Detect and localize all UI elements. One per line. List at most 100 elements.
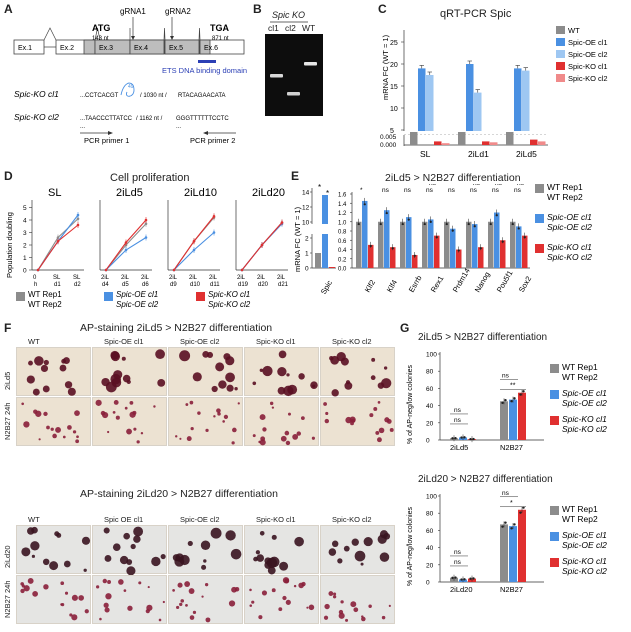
diff-sig-bottom: ns (514, 187, 522, 194)
g-sig: * (510, 500, 513, 507)
diff-sig-top: * (451, 184, 454, 187)
diff-gene-label: Klf4 (385, 278, 399, 294)
ap-photo (320, 575, 395, 624)
ap-colony (264, 561, 272, 569)
ap-colony (113, 370, 123, 380)
ap-colony (83, 568, 87, 572)
prolif-legend-label: Spic-OE cl1 (116, 290, 158, 299)
ap-colony (377, 382, 385, 389)
atg-label: ATG (92, 23, 110, 33)
intron-connector (43, 27, 57, 41)
ap-colony (52, 433, 57, 439)
diff-spic-ytick: 1 (305, 251, 309, 258)
ap-colony (360, 562, 364, 566)
g-bar (500, 524, 508, 582)
ap-column-label: Spic-KO cl1 (256, 337, 296, 346)
qpcr-bar (410, 132, 418, 145)
g-legend-wt (550, 364, 559, 373)
ap-colony (228, 600, 236, 607)
prolif-subtitle: 2iLd5 (116, 187, 143, 199)
diff-bar (400, 221, 406, 268)
g-bar (509, 526, 517, 582)
ap-colony (112, 543, 121, 551)
ap-colony (172, 554, 180, 562)
gel-lane-3: WT (302, 23, 316, 33)
prolif-legend-label: Spic-KO cl1 (208, 290, 250, 299)
ap-colony (103, 527, 110, 534)
g-legend-label: Spic-KO cl1 (562, 414, 607, 424)
diff-sig-top: * (407, 184, 410, 187)
intron-connector (163, 27, 166, 41)
ap-photo (92, 397, 167, 446)
ap-colony (261, 590, 268, 596)
prolif-xtick: d1 (54, 282, 61, 288)
diff-bar (378, 221, 384, 268)
g-ytick: 40 (426, 545, 434, 552)
prolif-subtitle: 2iLd10 (184, 187, 217, 199)
diff-sig-top: ns (429, 184, 437, 187)
grna2-label: gRNA2 (165, 7, 191, 16)
ap-colony (78, 595, 84, 601)
g-legend-label: WT Rep2 (562, 514, 598, 524)
qpcr-bar (442, 143, 450, 145)
diff-bar (362, 200, 368, 268)
g-ytick: 100 (426, 352, 437, 359)
ap-colony (201, 564, 207, 570)
atg-nt: 143 nt (92, 36, 109, 42)
ap-colony (160, 553, 166, 560)
ap-photo (244, 525, 319, 575)
primer2-label: PCR primer 2 (190, 136, 235, 145)
ap-colony (383, 366, 388, 370)
qpcr-ytick: 15 (390, 84, 398, 91)
prolif-subtitle: 2iLd20 (252, 187, 285, 199)
ap-title-2: AP-staining 2iLd20 > N2B27 differentiati… (80, 488, 278, 500)
ap-colony (147, 586, 150, 589)
ets-domain-bar (198, 60, 216, 63)
ko1-right-seq: RTACAGAACATA (178, 93, 226, 99)
prolif-ytick: 0 (23, 268, 27, 275)
diff-legend-wt (535, 184, 544, 193)
diff-bar (494, 212, 500, 268)
ap-colony (32, 590, 38, 597)
ap-colony (126, 566, 136, 575)
diff-ytick: 0.2 (338, 257, 347, 263)
ap-colony (287, 384, 298, 395)
prolif-ylabel: Population doubling (5, 212, 14, 278)
g-legend-wt (550, 506, 559, 515)
ap-colony (23, 421, 30, 428)
ap-colony (99, 617, 102, 621)
ap-colony (332, 595, 337, 599)
ap-colony (201, 595, 204, 598)
ko1-insertion-loop (120, 82, 135, 97)
diff-legend-label: WT Rep2 (547, 192, 583, 202)
prolif-xtick: d5 (122, 282, 129, 288)
ap-column-label: Spic-KO cl2 (332, 515, 372, 524)
diff-sig-top: ns (495, 184, 503, 187)
diff-bar (522, 235, 528, 268)
diff-spic-bar-oe-low (322, 234, 328, 268)
diff-spic-bar-oe (322, 195, 328, 224)
ap-colony (259, 368, 264, 373)
qpcr-ytick-low: 0.000 (380, 142, 397, 149)
qpcr-legend-swatch (556, 38, 565, 46)
ap-colony (278, 350, 287, 359)
qpcr-legend-swatch (556, 50, 565, 58)
diff-sig-bottom: ns (382, 187, 390, 194)
qpcr-ytick: 5 (390, 128, 394, 135)
prolif-xtick: 2iL (121, 275, 130, 281)
ap-colony (277, 366, 287, 377)
ap-colony (296, 431, 301, 436)
prolif-ytick: 5 (23, 205, 27, 212)
ap-colony (368, 604, 372, 608)
ap-colony (298, 373, 305, 380)
g-sig: ns (454, 407, 462, 414)
ap-colony (331, 540, 339, 548)
ap-colony (277, 386, 286, 395)
diff-ytick: 1.6 (338, 193, 347, 199)
ap-colony (300, 416, 305, 421)
ap-colony (343, 545, 350, 552)
ap-colony (64, 591, 69, 595)
g-ytick: 80 (426, 511, 434, 518)
ap-colony (381, 615, 386, 620)
diff-spic-ytick: 14 (302, 190, 310, 197)
